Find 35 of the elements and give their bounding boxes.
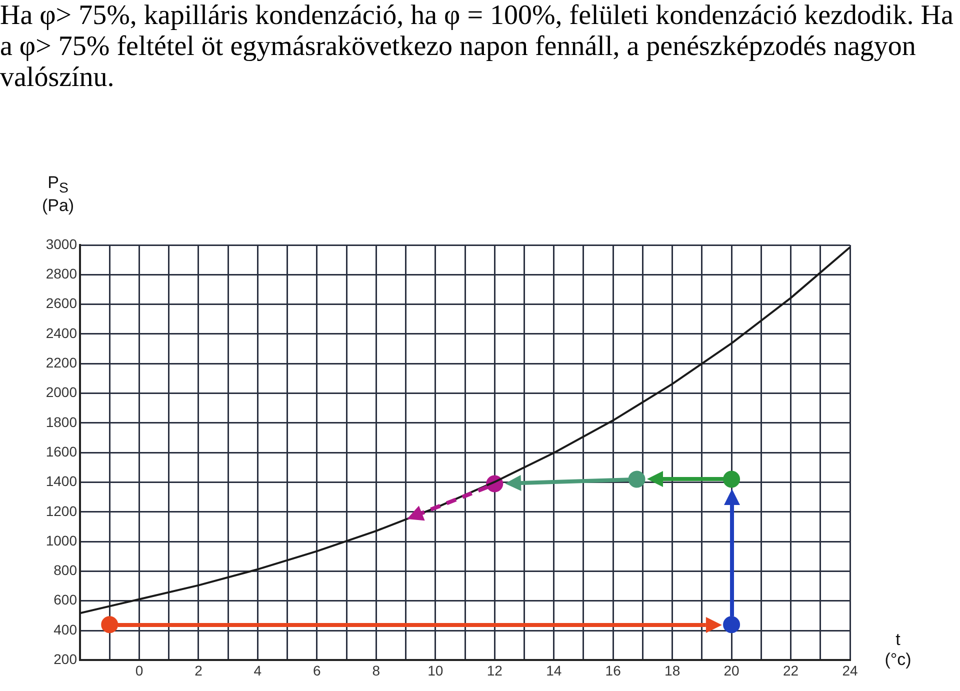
y-tick-label: 1800 — [46, 414, 78, 430]
point — [628, 470, 646, 488]
y-tick-label: 1400 — [46, 473, 78, 490]
y-tick-label: 1200 — [46, 502, 78, 519]
x-tick-label: 4 — [254, 662, 262, 678]
point — [723, 616, 740, 634]
y-tick-label: 800 — [54, 562, 78, 578]
x-tick-label: 16 — [605, 662, 622, 678]
x-tick-label: 12 — [486, 662, 503, 678]
x-tick-label: 0 — [135, 662, 144, 678]
x-tick-label: 24 — [842, 662, 858, 678]
y-tick-label: 2200 — [46, 354, 78, 370]
x-tick-label: 18 — [664, 662, 680, 678]
y-tick-label: 3000 — [46, 236, 78, 252]
y-tick-label: 2000 — [46, 384, 78, 400]
y-tick-label: 2600 — [46, 295, 78, 312]
x-tick-label: 6 — [313, 662, 322, 678]
point — [723, 470, 740, 488]
y-axis-title: P$_{S}$ (Pa) — [40, 173, 76, 216]
point — [101, 616, 118, 634]
y-tick-label: 2400 — [46, 324, 78, 341]
x-tick-label: 20 — [724, 662, 740, 678]
y-tick-label: 400 — [54, 621, 78, 638]
x-tick-label: 10 — [428, 662, 444, 678]
y-tick-label: 1600 — [46, 443, 78, 460]
chart-title: Ha φ> 75%, kapilláris kondenzáció, ha φ = 100%, felületi kondenzáció kezdodik. Ha a φ> 75% feltétel öt egymásrakövetkezo napon fennáll, a penészképzodés nagyon valószínu. — [0, 0, 954, 93]
y-tick-label: 1000 — [46, 532, 78, 548]
x-tick-label: 8 — [372, 662, 380, 678]
x-tick-label: 2 — [194, 662, 203, 678]
y-tick-label: 2800 — [46, 266, 78, 282]
x-tick-label: 14 — [546, 662, 562, 678]
x-tick-label: 22 — [782, 662, 799, 678]
x-axis-title: t (°c) — [884, 630, 912, 670]
y-tick-label: 600 — [54, 592, 78, 608]
y-tick-label: 200 — [54, 651, 78, 668]
